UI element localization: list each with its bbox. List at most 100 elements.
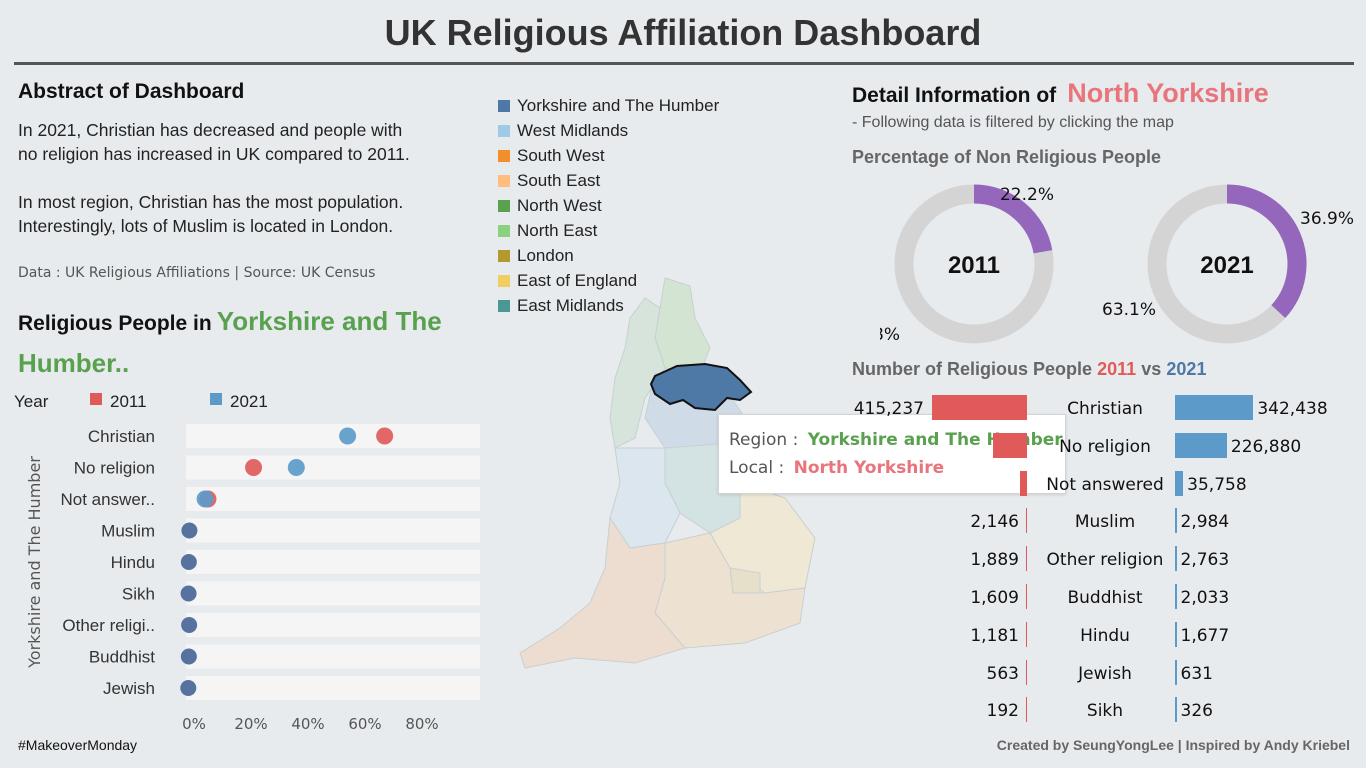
dot-2021[interactable] <box>180 680 197 696</box>
religion-label: Muslim <box>1074 512 1136 533</box>
value-label-2021: 326 <box>1180 701 1213 722</box>
value-label-2021: 1,677 <box>1180 625 1230 646</box>
bar-2021[interactable] <box>1175 432 1227 458</box>
value-label-2011: 563 <box>986 663 1019 684</box>
map-region-south-west[interactable] <box>519 516 686 669</box>
value-label-2021: 35,758 <box>1187 474 1247 495</box>
legend-label: South East <box>517 171 601 190</box>
legend-label: North East <box>517 221 598 240</box>
dot-2021[interactable] <box>287 459 305 476</box>
legend-swatch <box>498 250 510 262</box>
donut-value-label: 63.1% <box>1102 300 1156 320</box>
detail-heading-prefix: Detail Information of <box>852 84 1057 107</box>
row-band <box>186 581 480 606</box>
row-band <box>186 455 480 480</box>
bar-2021[interactable] <box>1175 697 1177 723</box>
number-heading: Number of Religious People 2011 vs 2021 <box>852 359 1206 380</box>
dot-2011[interactable] <box>376 427 394 445</box>
map-region-north-west[interactable] <box>609 297 666 449</box>
dot-2021[interactable] <box>339 427 357 445</box>
legend-item[interactable]: North East <box>498 218 597 243</box>
pct-heading: Percentage of Non Religious People <box>852 147 1162 167</box>
bar-2011[interactable] <box>992 432 1027 458</box>
bar-2011[interactable] <box>1026 546 1027 572</box>
bar-2011[interactable] <box>1026 697 1027 723</box>
donut-slice-no-religion[interactable] <box>973 184 1053 254</box>
bar-2021[interactable] <box>1175 508 1177 534</box>
legend-swatch <box>498 200 510 212</box>
legend-item[interactable]: North West <box>498 193 602 218</box>
value-label-2021: 2,033 <box>1180 588 1230 608</box>
bar-2021[interactable] <box>1175 395 1254 420</box>
religion-label: Other religion <box>1046 550 1164 571</box>
page-title: UK Religious Affiliation Dashboard <box>384 12 982 53</box>
value-label-2021: 226,880 <box>1230 436 1302 457</box>
legend-swatch <box>498 125 510 137</box>
legend-label: Yorkshire and The Humber <box>517 96 720 115</box>
religion-label: Buddhist <box>1067 588 1143 608</box>
legend-swatch <box>498 275 510 287</box>
x-tick-label: 60% <box>348 715 381 733</box>
legend-item[interactable]: East Midlands <box>498 293 624 318</box>
dot-2021[interactable] <box>180 648 197 665</box>
bar-2021[interactable] <box>1175 470 1184 496</box>
tooltip-local-value: North Yorkshire <box>793 458 945 478</box>
x-tick-label: 40% <box>291 715 324 733</box>
map-region-north-east[interactable] <box>654 277 711 374</box>
category-label: Christian <box>88 427 155 446</box>
category-label: Other religi.. <box>62 616 155 635</box>
row-band <box>186 676 480 700</box>
category-label: Hindu <box>111 553 155 572</box>
x-axis: 0% 20% 40% 60% 80% <box>182 715 439 733</box>
map-local-north-yorkshire[interactable] <box>649 362 753 412</box>
selected-region-name: Yorkshire and The <box>216 306 442 336</box>
value-label-2021: 2,984 <box>1180 512 1230 533</box>
legend-item[interactable]: London <box>498 243 574 268</box>
value-label-2011: 192 <box>986 701 1019 722</box>
legend-item[interactable]: Yorkshire and The Humber <box>498 93 719 118</box>
bar-2011[interactable] <box>1026 584 1027 609</box>
legend-title: Year <box>14 392 49 411</box>
bar-2021[interactable] <box>1175 584 1177 609</box>
row-band <box>186 613 480 637</box>
detail-heading: Detail Information of North Yorkshire <box>852 78 1269 109</box>
detail-local-name: North Yorkshire <box>1067 78 1269 108</box>
bar-2011[interactable] <box>1020 470 1027 496</box>
dot-2021[interactable] <box>180 585 197 602</box>
bar-2011[interactable] <box>932 395 1027 420</box>
dot-2021[interactable] <box>181 522 198 539</box>
dot-2021[interactable] <box>181 617 198 633</box>
dot-2011[interactable] <box>245 459 263 476</box>
category-label: Buddhist <box>89 648 155 667</box>
legend-item[interactable]: East of England <box>498 268 637 293</box>
bar-2021[interactable] <box>1175 621 1177 647</box>
abstract-heading: Abstract of Dashboard <box>18 80 245 103</box>
bar-2011[interactable] <box>1026 659 1027 685</box>
legend-item[interactable]: West Midlands <box>498 118 628 143</box>
value-label-2021: 631 <box>1180 663 1213 684</box>
legend-item[interactable]: South West <box>498 143 605 168</box>
england-map[interactable] <box>515 268 835 688</box>
legend-swatch <box>498 100 510 112</box>
donut-value-label: 77.8% <box>880 325 900 345</box>
donut-year-label: 2021 <box>1200 252 1253 279</box>
legend-item[interactable]: South East <box>498 168 600 193</box>
bar-2021[interactable] <box>1175 659 1177 685</box>
bar-2011[interactable] <box>1026 508 1027 534</box>
map-region-london[interactable] <box>729 567 761 594</box>
category-label: Not answer.. <box>61 490 156 509</box>
x-tick-label: 20% <box>234 715 267 733</box>
dot-2021[interactable] <box>180 554 197 570</box>
bar-2021[interactable] <box>1175 546 1177 572</box>
tooltip-local-row: Local : North Yorkshire <box>729 458 944 478</box>
dot-rows: Christian No religion Not answer.. Muslim Hi… <box>61 424 480 700</box>
row-band <box>186 424 480 448</box>
dot-2021[interactable] <box>196 490 214 508</box>
title-divider <box>14 62 1354 65</box>
bar-2011[interactable] <box>1026 621 1027 647</box>
value-label-2011: 2,146 <box>970 512 1019 533</box>
legend-label: London <box>517 246 574 265</box>
donut-charts: 2011 22.2% 77.8% 2021 36.9% 63.1% <box>880 184 1354 345</box>
donut-slice-no-religion[interactable] <box>1226 184 1307 319</box>
abstract-line: In most region, Christian has the most p… <box>18 192 404 212</box>
